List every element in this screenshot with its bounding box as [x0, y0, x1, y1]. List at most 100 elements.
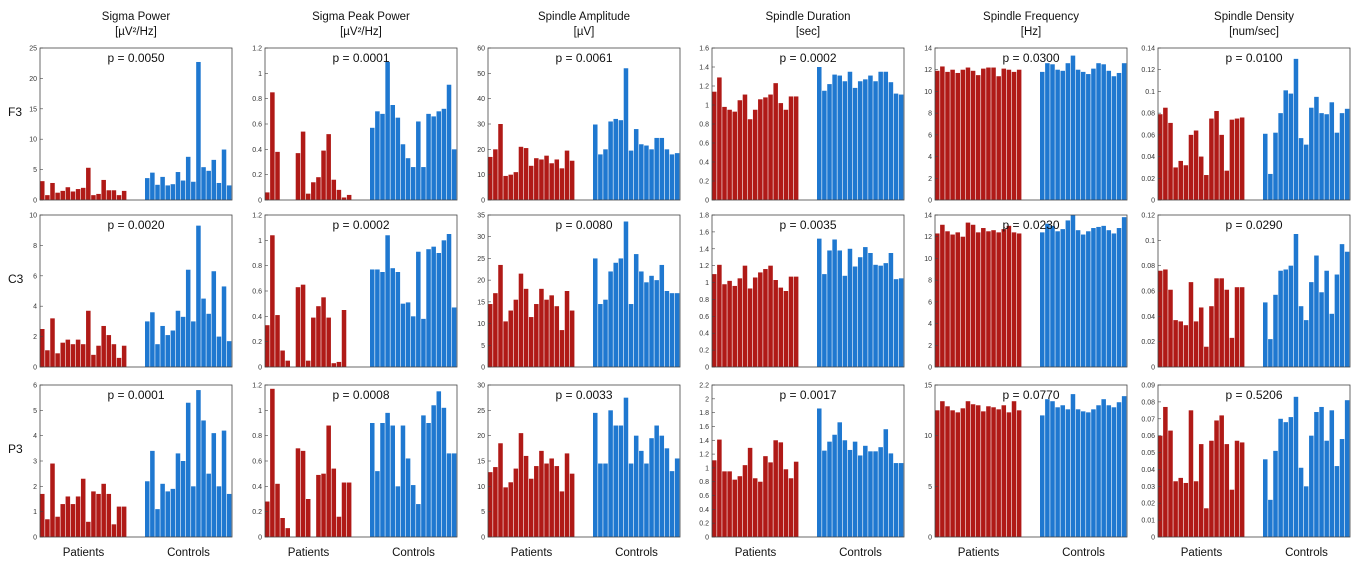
y-tick-label: 0.07 [1141, 416, 1155, 423]
control-bar [385, 412, 390, 537]
control-bar [878, 71, 883, 200]
patient-bar [554, 466, 560, 537]
control-bar [659, 435, 665, 537]
control-bar [1329, 410, 1335, 537]
y-tick-label: 0.1 [1145, 89, 1155, 96]
control-bar [1303, 144, 1309, 200]
patient-bar [737, 278, 743, 367]
patient-bar [321, 297, 326, 367]
y-tick-label: 0.6 [252, 122, 262, 129]
patient-bar [1006, 69, 1012, 201]
p-value-label: p = 0.0002 [332, 218, 389, 232]
control-bar [180, 461, 186, 537]
y-tick-label: 8 [928, 278, 932, 285]
y-tick-label: 20 [29, 76, 37, 83]
control-bar [421, 318, 426, 367]
patient-bar [747, 447, 753, 537]
patient-bar [498, 443, 503, 537]
p-value-label: p = 0.0290 [1225, 218, 1282, 232]
control-bar [441, 240, 447, 367]
patient-bar [564, 150, 570, 200]
control-bar [175, 453, 181, 537]
control-bar [1096, 63, 1101, 201]
panel-p3-5: 0 0.01 0.02 0.03 0.04 0.05 0.06 0.07 0.08 0.09 p =… [1141, 383, 1351, 542]
patient-bar [742, 265, 748, 367]
y-tick-label: 0.05 [1141, 450, 1155, 457]
patient-bar [1168, 430, 1173, 537]
panel-p3-2: 0 5 10 15 20 25 30 p = 0.0033 [477, 383, 681, 542]
patient-bar [788, 478, 794, 537]
patient-bar [1011, 232, 1017, 367]
patient-bar [737, 100, 743, 200]
y-tick-label: 12 [924, 67, 932, 74]
patient-bar [300, 450, 306, 537]
patient-bar [518, 273, 524, 367]
patient-bar [975, 405, 981, 537]
y-tick-label: 25 [477, 408, 485, 415]
patient-bar [498, 124, 503, 200]
y-tick-label: 20 [477, 147, 485, 154]
patient-bar [549, 295, 554, 367]
y-tick-label: 0 [1151, 365, 1155, 372]
patient-bar [508, 174, 513, 200]
patient-bar [295, 448, 301, 537]
control-bar [160, 483, 165, 537]
y-tick-label: 0 [705, 535, 709, 542]
y-tick-label: 1 [705, 465, 709, 472]
patient-bar [513, 299, 519, 367]
column-unit: [Hz] [1021, 26, 1041, 38]
patient-bar [91, 491, 96, 537]
control-bar [1091, 228, 1096, 367]
y-tick-label: 1.2 [699, 263, 709, 270]
y-tick-label: 0.04 [1141, 154, 1155, 161]
patient-bar [717, 439, 722, 537]
control-bar [145, 178, 150, 200]
patient-bar [45, 350, 50, 367]
control-bar [649, 275, 654, 367]
patient-bar [80, 478, 86, 537]
control-bar [1314, 255, 1319, 367]
column-unit: [µV²/Hz] [340, 26, 382, 38]
control-bar [1091, 68, 1096, 200]
control-bar [857, 81, 863, 200]
control-bar [385, 61, 390, 201]
patient-bar [1219, 134, 1224, 200]
p-value-label: p = 0.5206 [1225, 388, 1282, 402]
y-tick-label: 0.14 [1141, 46, 1155, 53]
control-bar [608, 271, 613, 367]
y-tick-label: 30 [477, 234, 485, 241]
control-bar [1045, 63, 1050, 201]
control-bar [191, 321, 196, 367]
control-bar [155, 344, 160, 367]
control-bar [1040, 71, 1045, 200]
control-bar [1065, 409, 1071, 537]
control-bar [883, 71, 889, 200]
group-label-patients: Patients [958, 547, 1000, 559]
control-bar [405, 302, 411, 367]
patient-bar [778, 287, 784, 367]
patient-bar [732, 111, 737, 200]
patient-bar [768, 462, 773, 537]
control-bar [1065, 63, 1071, 201]
patient-bar [1183, 325, 1189, 367]
patient-bar [534, 158, 539, 200]
patient-bar [488, 304, 493, 367]
control-bar [822, 90, 827, 200]
y-tick-label: 0 [1151, 535, 1155, 542]
control-bar [1319, 113, 1324, 200]
control-bar [1111, 407, 1117, 537]
patient-bar [336, 189, 342, 200]
row-label-p3: P3 [8, 442, 23, 456]
patient-bar [321, 150, 326, 200]
column-unit: [sec] [796, 26, 820, 38]
p-value-label: p = 0.0017 [779, 388, 836, 402]
control-bar [155, 509, 160, 537]
y-tick-label: 0.4 [699, 331, 709, 338]
patient-bar [742, 465, 748, 537]
patient-bar [773, 83, 778, 200]
patient-bar [788, 96, 794, 200]
patient-bar [86, 310, 91, 367]
patient-bar [1006, 412, 1012, 537]
control-bar [370, 127, 375, 200]
